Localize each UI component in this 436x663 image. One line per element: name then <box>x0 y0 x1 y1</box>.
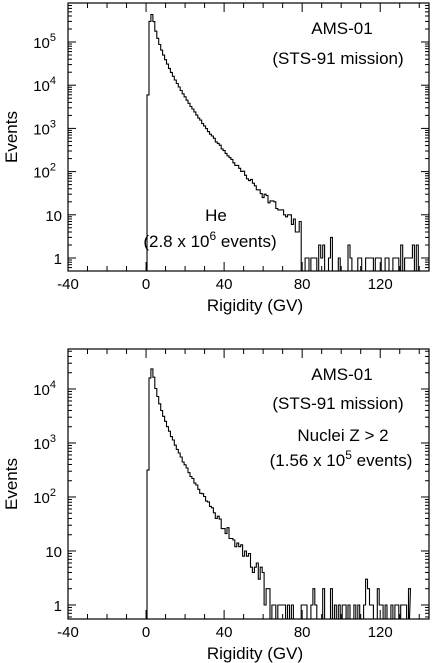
top-histogram <box>146 13 421 272</box>
y-tick-label: 105 <box>33 32 56 52</box>
y-tick-label: 10 <box>45 544 62 561</box>
x-tick-label: 120 <box>368 276 393 293</box>
y-tick-label: 102 <box>33 162 56 182</box>
x-tick-label: 40 <box>216 624 233 641</box>
y-tick-label: 104 <box>33 379 56 399</box>
y-tick-label: 1 <box>54 251 62 268</box>
bottom-histogram <box>146 368 412 620</box>
x-tick-label: -40 <box>57 624 79 641</box>
top-count-label: (2.8 x 106 events) <box>143 229 276 251</box>
bottom-y-ticks: 1 10 102 103 104 <box>33 350 429 618</box>
bottom-mission-label: (STS-91 mission) <box>272 394 403 413</box>
x-tick-label: 0 <box>142 624 150 641</box>
x-tick-label: 0 <box>142 276 150 293</box>
bottom-plot-frame <box>67 348 430 620</box>
y-tick-label: 10 <box>45 208 62 225</box>
x-tick-label: 120 <box>368 624 393 641</box>
top-y-axis-title: Events <box>2 111 21 163</box>
x-tick-label: 40 <box>216 276 233 293</box>
top-y-ticks: 1 10 102 103 104 105 <box>33 2 429 272</box>
y-tick-label: 103 <box>33 118 56 138</box>
top-species-label: He <box>205 206 227 225</box>
bottom-y-axis-title: Events <box>2 458 21 510</box>
top-panel: 1 10 102 103 104 105 -40 0 40 80 120 AMS-01 (STS-… <box>2 2 430 315</box>
x-tick-label: 80 <box>294 624 311 641</box>
bottom-x-ticks: -40 0 40 80 120 <box>57 349 420 641</box>
top-x-axis-title: Rigidity (GV) <box>207 296 303 315</box>
bottom-x-axis-title: Rigidity (GV) <box>207 644 303 663</box>
bottom-species-label: Nuclei Z > 2 <box>297 426 388 445</box>
top-plot-frame <box>67 2 430 272</box>
y-tick-label: 102 <box>33 487 56 507</box>
y-tick-label: 1 <box>54 598 62 615</box>
bottom-experiment-label: AMS-01 <box>311 365 372 384</box>
x-tick-label: 80 <box>294 276 311 293</box>
top-mission-label: (STS-91 mission) <box>272 49 403 68</box>
bottom-count-label: (1.56 x 105 events) <box>270 448 413 470</box>
y-tick-label: 104 <box>33 75 56 95</box>
x-tick-label: -40 <box>57 276 79 293</box>
bottom-panel: 1 10 102 103 104 -40 0 40 80 120 AMS-01 (STS-91 … <box>2 348 430 663</box>
top-experiment-label: AMS-01 <box>311 19 372 38</box>
top-x-ticks: -40 0 40 80 120 <box>57 3 420 293</box>
y-tick-label: 103 <box>33 433 56 453</box>
